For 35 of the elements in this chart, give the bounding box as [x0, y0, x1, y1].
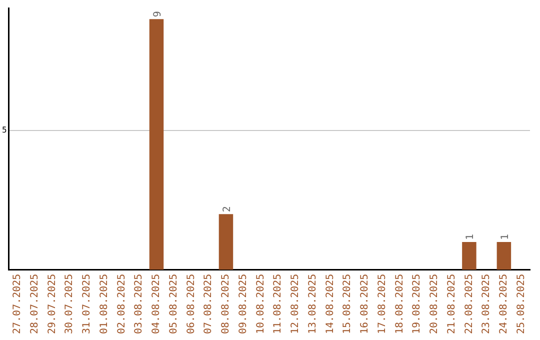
x-tick-label: 21.08.2025 [446, 274, 458, 334]
x-tick-label: 22.08.2025 [464, 274, 475, 334]
x-tick-label: 15.08.2025 [342, 274, 354, 334]
x-tick-label: 05.08.2025 [168, 274, 180, 334]
data-label: 1 [500, 234, 511, 240]
y-tick-label: 5 [2, 126, 7, 135]
x-tick-label: 31.07.2025 [82, 274, 93, 334]
x-tick-label: 11.08.2025 [272, 274, 284, 334]
data-label: 2 [222, 206, 233, 212]
x-tick-label: 18.08.2025 [394, 274, 406, 334]
x-tick-label: 23.08.2025 [481, 274, 492, 334]
x-tick-label: 03.08.2025 [134, 274, 145, 334]
x-tick-label: 14.08.2025 [324, 274, 336, 334]
x-tick-label: 09.08.2025 [238, 274, 249, 334]
x-tick-label: 28.07.2025 [29, 274, 40, 334]
data-label: 9 [152, 11, 164, 18]
x-tick-label: 20.08.2025 [429, 274, 440, 334]
x-tick-label: 16.08.2025 [360, 274, 371, 334]
x-tick-label: 27.07.2025 [12, 274, 24, 334]
x-tick-label: 19.08.2025 [412, 274, 423, 334]
x-tick-label: 01.08.2025 [98, 274, 110, 334]
x-tick-label: 07.08.2025 [203, 274, 214, 334]
x-tick-label: 17.08.2025 [376, 274, 388, 334]
x-tick-label: 24.08.2025 [498, 274, 510, 334]
x-tick-label: 30.07.2025 [64, 274, 76, 334]
data-label: 1 [465, 234, 476, 240]
x-tick-label: 12.08.2025 [290, 274, 302, 334]
x-tick-label: 02.08.2025 [116, 274, 128, 334]
x-tick-label: 08.08.2025 [220, 274, 232, 334]
x-tick-label: 29.07.2025 [46, 274, 58, 334]
x-tick-label: 06.08.2025 [186, 274, 197, 334]
x-tick-label: 04.08.2025 [151, 274, 162, 334]
x-tick-label: 13.08.2025 [307, 274, 318, 334]
x-tick-label: 25.08.2025 [516, 274, 527, 334]
x-tick-label: 10.08.2025 [255, 274, 266, 334]
